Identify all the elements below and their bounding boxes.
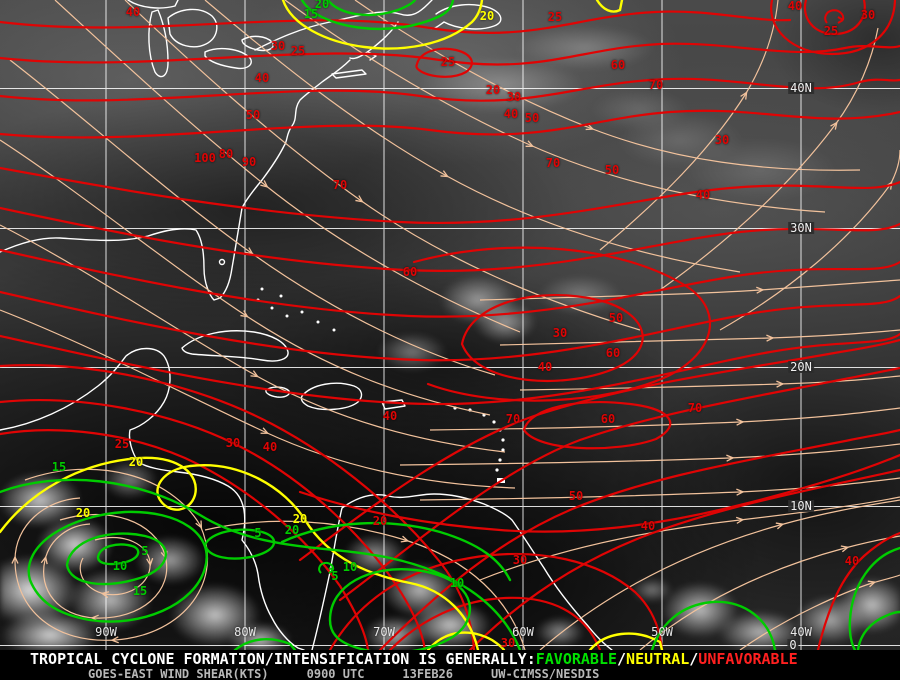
anticyclone-icon (824, 9, 845, 24)
contour-label: 20 (314, 0, 330, 11)
contour-label: 90 (241, 155, 257, 169)
contour-label: 30 (714, 133, 730, 147)
contour-label: 15 (51, 460, 67, 474)
contour-label: 15 (303, 7, 319, 21)
contour-label: 5 (254, 526, 262, 540)
contour-label: 40 (382, 409, 398, 423)
contour-label: 40 (787, 0, 803, 13)
product-name: GOES-EAST WIND SHEAR(KTS) (88, 666, 269, 680)
contour-label: 10 (342, 560, 358, 574)
latitude-label: 20N (788, 360, 814, 374)
unfavorable-label: UNFAVORABLE (698, 649, 798, 668)
longitude-label: 50W (651, 625, 673, 639)
contour-label: 25 (547, 10, 563, 24)
longitude-label: 90W (95, 625, 117, 639)
map-overlay-vectors (0, 0, 900, 650)
contour-label: 20 (292, 512, 308, 526)
longitude-label: 80W (234, 625, 256, 639)
contour-label: 20 (75, 506, 91, 520)
contour-label: 30 (270, 39, 286, 53)
favorable-label: FAVORABLE (535, 649, 618, 668)
contour-label: 70 (687, 401, 703, 415)
contour-label: 70 (648, 78, 664, 92)
longitude-label: 70W (373, 625, 395, 639)
contour-label: 60 (600, 412, 616, 426)
anticyclone-icon (318, 561, 335, 574)
product-info-bar: GOES-EAST WIND SHEAR(KTS) 0900 UTC 13FEB… (0, 667, 900, 680)
contour-label: 20 (284, 523, 300, 537)
satellite-map: 40 30 40 50 100 80 90 25 25 25 20 30 40 50 70 70 40 30 25 6… (0, 0, 900, 650)
contour-label: 30 (512, 553, 528, 567)
neutral-label: NEUTRAL (626, 649, 690, 668)
contour-label: 30 (225, 436, 241, 450)
streamlines (0, 0, 900, 650)
contour-label: 20 (128, 455, 144, 469)
contour-label: 40 (695, 188, 711, 202)
contour-label: 25 (114, 437, 130, 451)
contour-label: 40 (254, 71, 270, 85)
footer: TROPICAL CYCLONE FORMATION/INTENSIFICATI… (0, 650, 900, 680)
yellow-shear-contours (0, 0, 664, 650)
contour-label: 60 (402, 265, 418, 279)
contour-label: 40 (503, 107, 519, 121)
contour-label: 25 (290, 44, 306, 58)
separator: / (689, 649, 699, 668)
contour-label: 70 (332, 178, 348, 192)
valid-time: 0900 UTC (306, 666, 365, 680)
red-shear-contours (0, 0, 900, 650)
contour-label: 70 (545, 156, 561, 170)
contour-label: 70 (505, 412, 521, 426)
contour-label: 5 (141, 544, 149, 558)
contour-label: 50 (608, 311, 624, 325)
headline-text: TROPICAL CYCLONE FORMATION/INTENSIFICATI… (30, 649, 536, 668)
latlon-grid (0, 0, 900, 650)
contour-label: 50 (568, 489, 584, 503)
contour-label: 20 (372, 514, 388, 528)
contour-label: 20 (485, 83, 501, 97)
contour-label: 5 (331, 569, 339, 583)
contour-label: 25 (440, 55, 456, 69)
contour-label: 40 (262, 440, 278, 454)
latitude-label: 0 (787, 638, 799, 650)
latitude-label: 30N (788, 221, 814, 235)
contour-label: 50 (524, 111, 540, 125)
contour-label: 40 (640, 519, 656, 533)
data-source: UW-CIMSS/NESDIS (491, 666, 600, 680)
contour-label: 15 (132, 584, 148, 598)
longitude-label: 40W (790, 625, 812, 639)
contour-label: 50 (245, 108, 261, 122)
contour-label: 80 (218, 147, 234, 161)
contour-label: 30 (860, 8, 876, 22)
contour-label: 40 (537, 360, 553, 374)
latitude-label: 40N (788, 81, 814, 95)
contour-label: 100 (194, 151, 216, 165)
contour-label: 40 (844, 554, 860, 568)
contour-label: 60 (605, 346, 621, 360)
contour-label: 25 (823, 24, 839, 38)
latitude-label: 10N (788, 499, 814, 513)
headline-bar: TROPICAL CYCLONE FORMATION/INTENSIFICATI… (0, 649, 900, 668)
contour-label: 60 (610, 58, 626, 72)
valid-date: 13FEB26 (402, 666, 453, 680)
contour-label: 20 (479, 9, 495, 23)
contour-label: 30 (500, 636, 516, 650)
contour-label: 40 (125, 5, 141, 19)
contour-label: 50 (604, 163, 620, 177)
separator: / (617, 649, 627, 668)
green-shear-contours (0, 0, 900, 650)
longitude-label: 60W (512, 625, 534, 639)
contour-label: 10 (449, 576, 465, 590)
contour-label: 30 (552, 326, 568, 340)
contour-label: 30 (506, 90, 522, 104)
contour-label: 10 (112, 559, 128, 573)
